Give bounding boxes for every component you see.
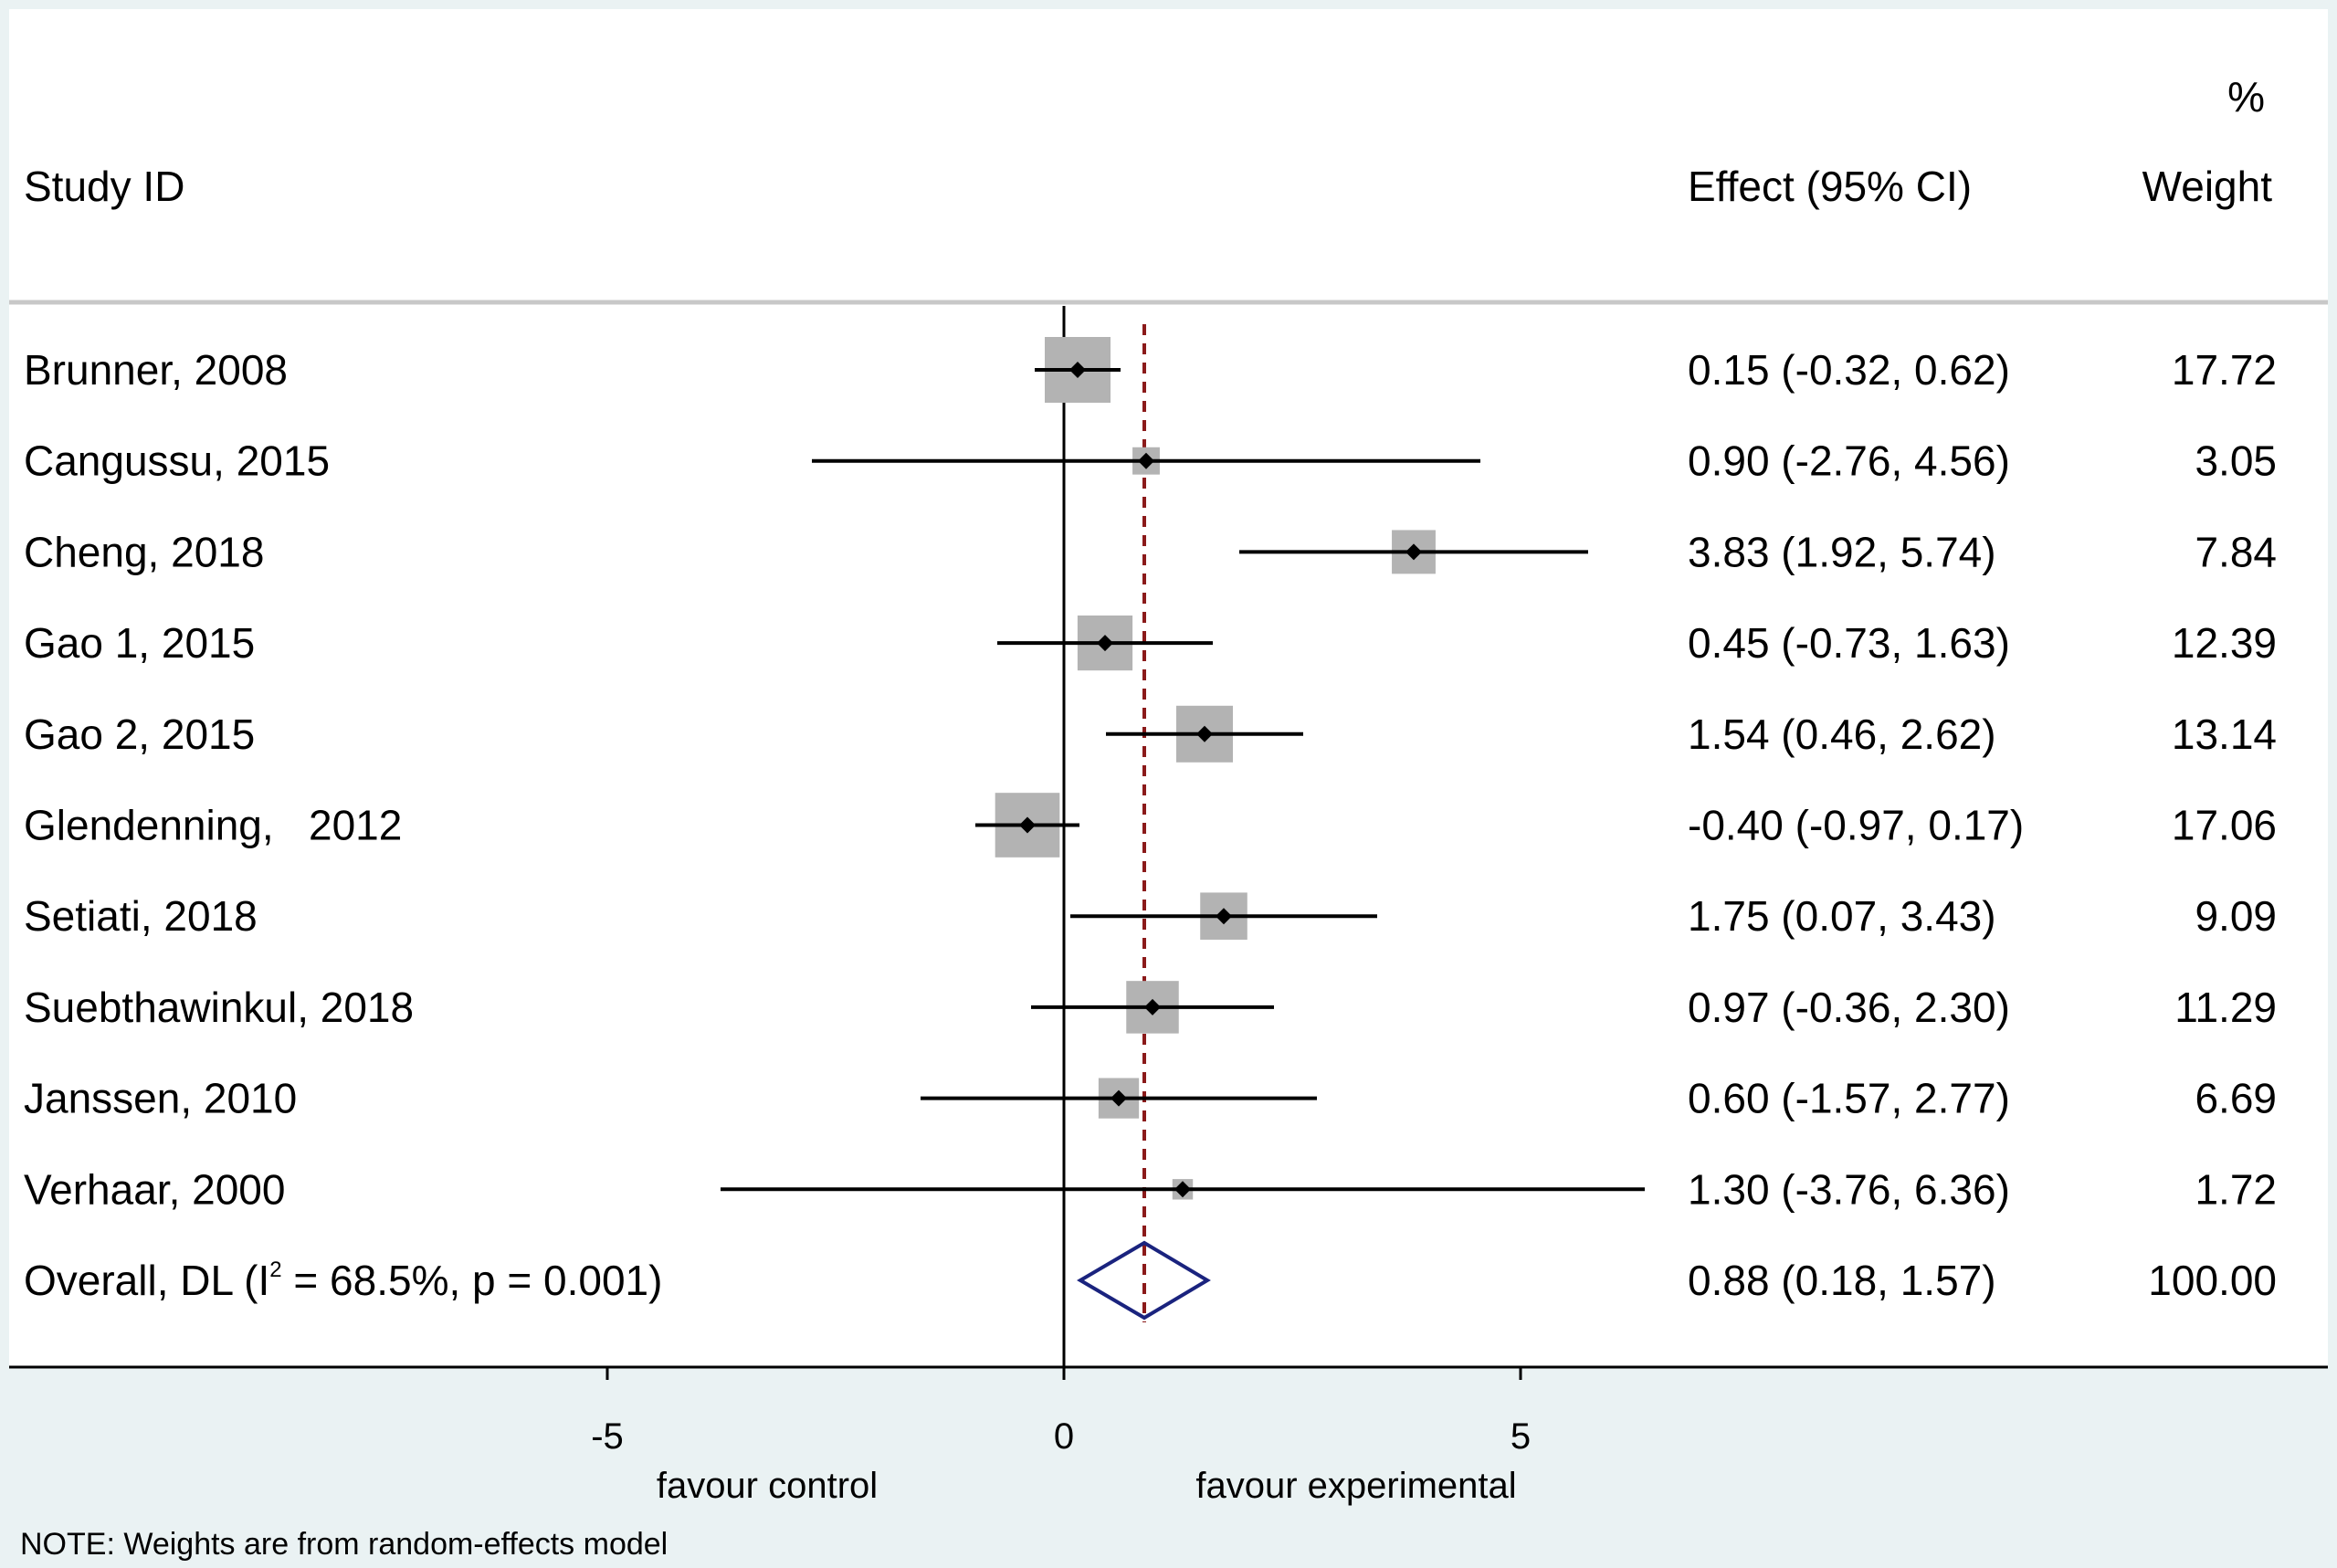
point-estimate-marker <box>1174 1181 1191 1198</box>
reference-lines <box>1062 306 1146 1367</box>
point-estimate-marker <box>1019 816 1036 834</box>
favour-control-label: favour control <box>657 1466 878 1506</box>
favour-experimental-label: favour experimental <box>1195 1466 1516 1506</box>
weight-value: 9.09 <box>2195 892 2277 940</box>
header-weight: Weight <box>2142 163 2273 210</box>
study-row: Verhaar, 2000 1.30 (-3.76, 6.36) 1.72 <box>24 1165 2277 1213</box>
x-tick-label: 5 <box>1511 1416 1531 1457</box>
study-row: Suebthawinkul, 2018 0.97 (-0.36, 2.30) 11.… <box>24 981 2277 1034</box>
overall-label: Overall, DL (I2 = 68.5%, p = 0.001) <box>24 1257 662 1304</box>
weight-value: 11.29 <box>2174 984 2277 1031</box>
effect-ci-value: 0.97 (-0.36, 2.30) <box>1688 984 2010 1031</box>
x-axis: -5 0 5 <box>9 1365 2328 1457</box>
overall-diamond <box>1077 1240 1211 1321</box>
study-label: Gao 1, 2015 <box>24 619 255 667</box>
study-label: Gao 2, 2015 <box>24 710 255 758</box>
x-tick-label: -5 <box>591 1416 624 1457</box>
effect-ci-value: -0.40 (-0.97, 0.17) <box>1688 802 2024 849</box>
point-estimate-marker <box>1097 635 1113 652</box>
study-row: Glendenning, 2012 -0.40 (-0.97, 0.17) 17.0… <box>24 793 2277 858</box>
header-weight-percent: % <box>2227 73 2265 121</box>
weight-value: 12.39 <box>2172 619 2277 667</box>
study-row: Gao 2, 2015 1.54 (0.46, 2.62) 13.14 <box>24 705 2277 763</box>
effect-ci-value: 0.45 (-0.73, 1.63) <box>1688 619 2010 667</box>
effect-ci-value: 0.60 (-1.57, 2.77) <box>1688 1075 2010 1122</box>
point-estimate-marker <box>1405 543 1422 561</box>
effect-ci-value: 1.75 (0.07, 3.43) <box>1688 892 1996 940</box>
overall-effect-ci-value: 0.88 (0.18, 1.57) <box>1688 1257 1996 1304</box>
point-estimate-marker <box>1111 1089 1127 1107</box>
point-estimate-marker <box>1069 362 1086 378</box>
effect-ci-value: 1.30 (-3.76, 6.36) <box>1688 1165 2010 1213</box>
weight-value: 3.05 <box>2195 437 2277 485</box>
plot-panel <box>9 9 2328 1367</box>
weight-value: 17.06 <box>2172 802 2277 849</box>
overall-row: Overall, DL (I2 = 68.5%, p = 0.001) 0.88 … <box>24 1240 2277 1321</box>
study-label: Glendenning, 2012 <box>24 802 402 849</box>
weight-value: 17.72 <box>2172 346 2277 394</box>
study-rows: Brunner, 2008 0.15 (-0.32, 0.62) 17.72 Cang… <box>24 337 2277 1213</box>
study-row: Cangussu, 2015 0.90 (-2.76, 4.56) 3.05 <box>24 437 2277 485</box>
effect-ci-value: 3.83 (1.92, 5.74) <box>1688 528 1996 575</box>
study-label: Setiati, 2018 <box>24 892 258 940</box>
point-estimate-marker <box>1144 998 1161 1016</box>
weight-value: 7.84 <box>2195 528 2277 575</box>
weight-value: 1.72 <box>2195 1165 2277 1213</box>
effect-ci-value: 0.15 (-0.32, 0.62) <box>1688 346 2010 394</box>
study-label: Suebthawinkul, 2018 <box>24 984 414 1031</box>
study-label: Brunner, 2008 <box>24 346 288 394</box>
point-estimate-marker <box>1138 452 1154 469</box>
effect-ci-value: 1.54 (0.46, 2.62) <box>1688 710 1996 758</box>
header-effect: Effect (95% CI) <box>1688 163 1972 210</box>
study-label: Cangussu, 2015 <box>24 437 330 485</box>
weight-value: 13.14 <box>2172 710 2277 758</box>
study-row: Setiati, 2018 1.75 (0.07, 3.43) 9.09 <box>24 892 2277 940</box>
study-row: Brunner, 2008 0.15 (-0.32, 0.62) 17.72 <box>24 337 2277 403</box>
point-estimate-marker <box>1216 908 1232 925</box>
x-tick-label: 0 <box>1054 1416 1074 1457</box>
study-row: Gao 1, 2015 0.45 (-0.73, 1.63) 12.39 <box>24 615 2277 671</box>
overall-label-suffix: = 68.5%, p = 0.001) <box>282 1257 663 1304</box>
effect-ci-value: 0.90 (-2.76, 4.56) <box>1688 437 2010 485</box>
weights-note: NOTE: Weights are from random-effects mo… <box>20 1527 668 1562</box>
overall-label-prefix: Overall, DL (I <box>24 1257 269 1304</box>
study-row: Cheng, 2018 3.83 (1.92, 5.74) 7.84 <box>24 528 2277 575</box>
study-label: Cheng, 2018 <box>24 528 264 575</box>
weight-value: 6.69 <box>2195 1075 2277 1122</box>
study-label: Janssen, 2010 <box>24 1075 297 1122</box>
study-row: Janssen, 2010 0.60 (-1.57, 2.77) 6.69 <box>24 1075 2277 1122</box>
overall-weight-value: 100.00 <box>2148 1257 2277 1304</box>
overall-label-superscript: 2 <box>269 1258 281 1282</box>
study-label: Verhaar, 2000 <box>24 1165 285 1213</box>
header-study-id: Study ID <box>24 163 184 210</box>
point-estimate-marker <box>1196 725 1213 742</box>
